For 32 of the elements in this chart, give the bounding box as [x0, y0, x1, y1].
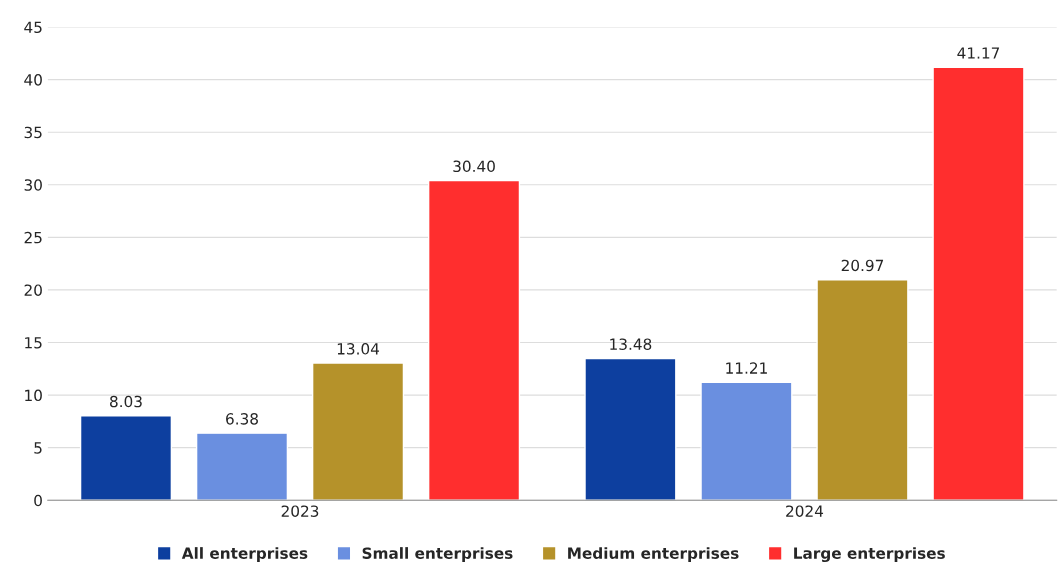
data-label: 11.21 — [726, 362, 767, 374]
legend-label: Small enterprises — [362, 547, 513, 562]
y-tick-label: 0 — [34, 494, 42, 507]
data-label: 6.38 — [226, 413, 258, 425]
y-tick-label: 25 — [24, 231, 42, 244]
y-tick-label: 30 — [24, 179, 42, 191]
legend-label: Medium enterprises — [568, 547, 739, 562]
data-label: 30.40 — [453, 160, 495, 173]
y-tick-label: 5 — [34, 442, 42, 454]
y-tick-label: 20 — [24, 284, 42, 296]
bar — [79, 415, 173, 501]
bar — [311, 362, 405, 501]
y-tick-label: 35 — [24, 126, 42, 139]
data-label: 20.97 — [841, 259, 884, 272]
bar — [195, 432, 289, 501]
y-tick-label: 15 — [25, 337, 42, 349]
y-tick-label: 45 — [24, 21, 42, 34]
bar — [932, 66, 1025, 501]
data-label: 13.04 — [337, 343, 380, 355]
x-tick-label: 2023 — [281, 505, 319, 517]
data-label: 13.48 — [610, 338, 652, 350]
legend-label: All enterprises — [181, 547, 308, 562]
bar — [700, 381, 793, 501]
data-label: 8.03 — [110, 395, 142, 408]
data-label: 41.17 — [957, 47, 1000, 59]
legend-label: Large enterprises — [794, 547, 945, 563]
y-tick-label: 40 — [24, 74, 42, 86]
y-tick-label: 10 — [25, 389, 42, 402]
bar — [816, 279, 909, 501]
x-tick-label: 2024 — [786, 505, 824, 517]
bar — [584, 357, 677, 501]
bar — [427, 179, 521, 501]
